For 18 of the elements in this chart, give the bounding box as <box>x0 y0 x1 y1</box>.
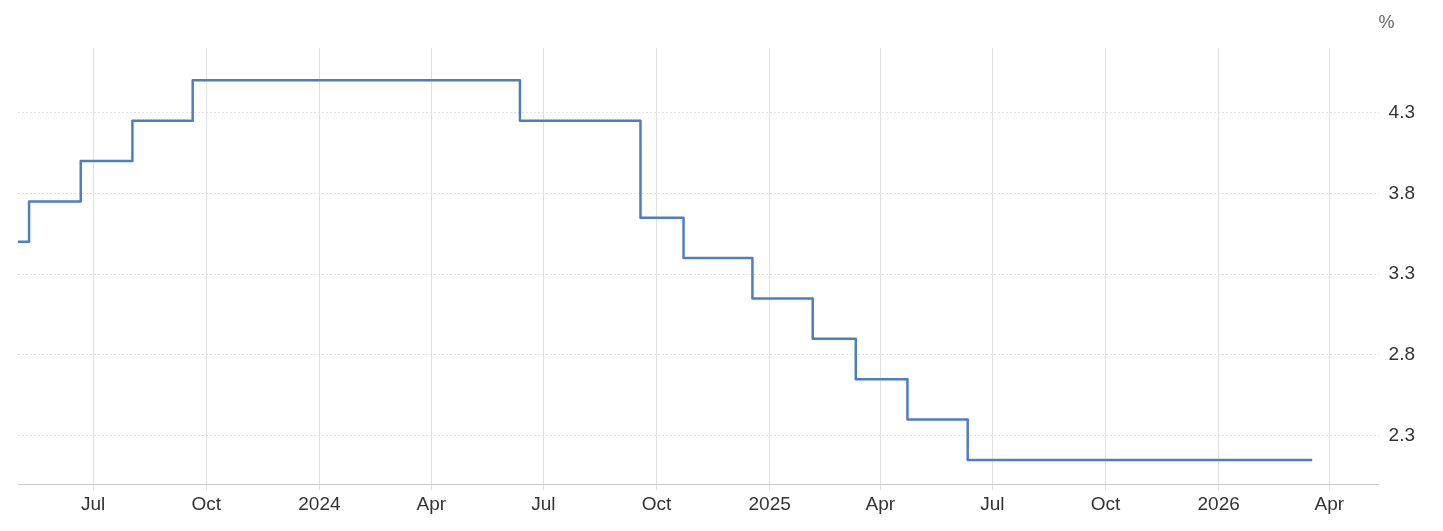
x-tick-label: Oct <box>641 492 672 514</box>
y-tick-label: 4.3 <box>1388 100 1416 122</box>
x-tick-label: Oct <box>1090 492 1121 514</box>
y-tick-label: 2.3 <box>1388 423 1416 445</box>
x-tick-label: Jul <box>980 492 1005 514</box>
y-tick-label: 3.3 <box>1388 262 1416 284</box>
x-tick-label: Apr <box>416 492 447 514</box>
x-tick-label: Apr <box>865 492 896 514</box>
x-tick-label: 2024 <box>298 492 341 514</box>
x-tick-label: Oct <box>191 492 222 514</box>
x-tick-label: 2026 <box>1197 492 1240 514</box>
y-tick-label: 3.8 <box>1388 181 1416 203</box>
x-tick-label: Apr <box>1314 492 1345 514</box>
y-tick-label: 2.8 <box>1388 343 1416 365</box>
x-tick-label: Jul <box>80 492 106 514</box>
x-tick-label: Jul <box>531 492 556 514</box>
x-tick-label: 2025 <box>748 492 791 514</box>
y-axis-title: % <box>1378 11 1395 32</box>
